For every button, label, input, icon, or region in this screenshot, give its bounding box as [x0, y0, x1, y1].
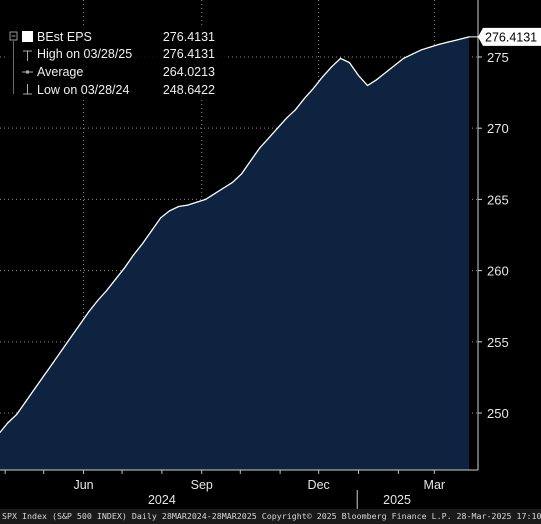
- eps-data-point: [232, 181, 234, 183]
- y-tick-label: 250: [487, 406, 509, 421]
- legend-row-value: 264.0213: [163, 65, 215, 79]
- eps-data-point: [447, 41, 449, 43]
- y-tick-label: 270: [487, 121, 509, 136]
- y-tick-label: 255: [487, 335, 509, 350]
- legend-row-value: 276.4131: [163, 47, 215, 61]
- eps-data-point: [393, 64, 396, 67]
- legend-row-value: 276.4131: [163, 30, 215, 44]
- eps-data-point: [25, 401, 27, 403]
- eps-data-point: [330, 66, 333, 68]
- axes: 250 255 260 265 270 275 Jun Sep Dec Mar 2024 2025 27…: [0, 0, 541, 509]
- x-tick-label: Mar: [424, 478, 446, 492]
- eps-data-point: [339, 57, 342, 60]
- eps-data-point: [106, 289, 108, 292]
- eps-data-point: [285, 117, 288, 119]
- eps-data-point: [241, 173, 243, 175]
- legend-row-label: Average: [37, 65, 83, 79]
- eps-data-point: [205, 198, 207, 200]
- eps-data-point: [223, 187, 225, 189]
- last-value-tag-box: [478, 27, 541, 46]
- y-tick-label: 275: [487, 50, 509, 65]
- legend-high-icon: [23, 50, 32, 61]
- eps-data-point: [142, 242, 144, 245]
- x-tick-label: Jun: [73, 478, 93, 492]
- year-label: 2025: [383, 493, 411, 507]
- eps-data-point: [43, 375, 45, 377]
- legend-swatch-eps: [22, 31, 33, 42]
- eps-data-point: [196, 201, 198, 203]
- eps-data-point: [70, 336, 72, 339]
- eps-data-point: [133, 254, 135, 256]
- eps-data-point: [276, 127, 279, 129]
- eps-data-point: [357, 74, 360, 77]
- eps-data-point: [151, 230, 153, 232]
- eps-data-point: [97, 299, 99, 302]
- eps-data-point: [375, 79, 378, 81]
- legend: BEst EPS 276.4131 High on 03/28/25 276.4131…: [8, 28, 225, 100]
- eps-data-point: [438, 43, 441, 45]
- y-tick-label: 265: [487, 192, 509, 207]
- eps-data-point: [214, 193, 216, 195]
- x-tick-label: Sep: [191, 478, 213, 492]
- eps-data-point: [420, 49, 423, 51]
- eps-data-point: [124, 267, 126, 269]
- eps-data-point: [160, 217, 162, 219]
- legend-row-label: Low on 03/28/24: [37, 83, 129, 97]
- legend-row-label: High on 03/28/25: [37, 47, 132, 61]
- legend-row-label: BEst EPS: [37, 30, 92, 44]
- legend-low-icon: [23, 84, 32, 95]
- legend-row-value: 248.6422: [163, 83, 215, 97]
- eps-data-point: [250, 160, 252, 162]
- legend-box: [8, 28, 225, 100]
- eps-data-point: [0, 431, 1, 433]
- legend-collapse-icon: [9, 31, 18, 41]
- legend-average-dot: [25, 70, 30, 74]
- eps-area-fill: [0, 36, 469, 471]
- eps-data-point: [303, 97, 306, 99]
- eps-data-point: [348, 62, 351, 64]
- eps-data-point: [169, 210, 171, 212]
- eps-area-layer: [0, 36, 470, 471]
- eps-data-point: [429, 46, 432, 48]
- eps-data-point: [259, 147, 261, 149]
- eps-data-point: [268, 137, 270, 139]
- eps-data-point: [312, 87, 315, 89]
- eps-data-point: [61, 349, 63, 351]
- eps-data-point: [384, 72, 387, 74]
- eps-data-point: [79, 324, 81, 326]
- eps-data-point: [115, 278, 117, 280]
- x-tick-label: Dec: [308, 478, 330, 492]
- year-label: 2024: [148, 493, 176, 507]
- eps-data-point: [321, 76, 324, 78]
- eps-data-point: [366, 84, 369, 87]
- eps-chart: 250 255 260 265 270 275 Jun Sep Dec Mar 2024 2025 27…: [0, 0, 541, 509]
- last-value-tag-label: 276.4131: [485, 30, 537, 44]
- y-tick-label: 260: [487, 264, 509, 279]
- eps-data-point: [456, 39, 458, 41]
- footer-source: SPX Index (S&P 500 INDEX) Daily 28MAR202…: [0, 509, 541, 524]
- eps-data-point: [34, 388, 36, 390]
- eps-data-point: [294, 109, 297, 111]
- eps-data-point: [52, 362, 54, 364]
- eps-data-point: [88, 311, 90, 313]
- eps-data-point: [411, 53, 414, 55]
- eps-data-point: [178, 205, 180, 208]
- eps-data-point: [16, 413, 18, 416]
- eps-data-point: [402, 57, 405, 60]
- eps-data-point: [7, 422, 9, 424]
- eps-data-point: [187, 204, 189, 206]
